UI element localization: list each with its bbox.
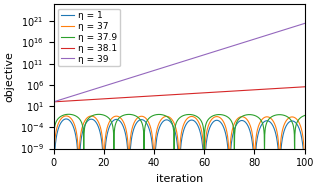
η = 37 — [303, 152, 307, 154]
η = 37.9 — [291, 122, 294, 124]
η = 1 — [274, 133, 278, 135]
η = 1 — [67, 119, 71, 121]
η = 37 — [67, 116, 71, 118]
η = 37.9 — [274, 114, 278, 116]
η = 1 — [247, 128, 251, 130]
η = 37 — [64, 115, 68, 117]
Line: η = 39: η = 39 — [54, 24, 305, 102]
Line: η = 37.9: η = 37.9 — [54, 114, 305, 153]
η = 39 — [52, 101, 56, 103]
η = 1 — [64, 118, 68, 120]
η = 37.9 — [67, 113, 71, 115]
η = 1 — [303, 152, 307, 154]
η = 37 — [52, 152, 56, 154]
η = 37 — [257, 124, 261, 127]
η = 1 — [291, 120, 294, 122]
Line: η = 1: η = 1 — [54, 119, 305, 153]
η = 38.1 — [303, 86, 307, 88]
Line: η = 38.1: η = 38.1 — [54, 87, 305, 102]
η = 37.9 — [52, 152, 56, 154]
η = 38.1 — [273, 87, 277, 90]
η = 37 — [103, 142, 107, 144]
Legend: η = 1, η = 37, η = 37.9, η = 38.1, η = 39: η = 1, η = 37, η = 37.9, η = 38.1, η = 3… — [58, 9, 120, 66]
η = 38.1 — [67, 100, 71, 102]
η = 39 — [257, 37, 260, 39]
η = 1 — [103, 152, 107, 154]
η = 1 — [52, 152, 56, 154]
η = 39 — [247, 40, 251, 42]
η = 37 — [247, 122, 251, 125]
η = 37.9 — [247, 114, 251, 116]
η = 38.1 — [247, 89, 251, 91]
η = 39 — [303, 22, 307, 25]
η = 37.9 — [103, 114, 107, 117]
η = 37.9 — [67, 113, 71, 115]
η = 1 — [257, 131, 261, 133]
η = 38.1 — [103, 98, 107, 100]
Line: η = 37: η = 37 — [54, 116, 305, 153]
η = 37.9 — [303, 114, 307, 117]
η = 38.1 — [257, 88, 260, 91]
η = 37 — [274, 126, 278, 128]
η = 39 — [273, 31, 277, 34]
η = 38.1 — [52, 101, 56, 103]
Y-axis label: objective: objective — [4, 51, 14, 102]
η = 39 — [103, 85, 107, 87]
η = 37.9 — [257, 117, 261, 119]
η = 39 — [67, 96, 71, 98]
η = 37 — [291, 116, 294, 118]
η = 39 — [290, 26, 294, 28]
η = 38.1 — [290, 86, 294, 89]
X-axis label: iteration: iteration — [156, 174, 203, 184]
